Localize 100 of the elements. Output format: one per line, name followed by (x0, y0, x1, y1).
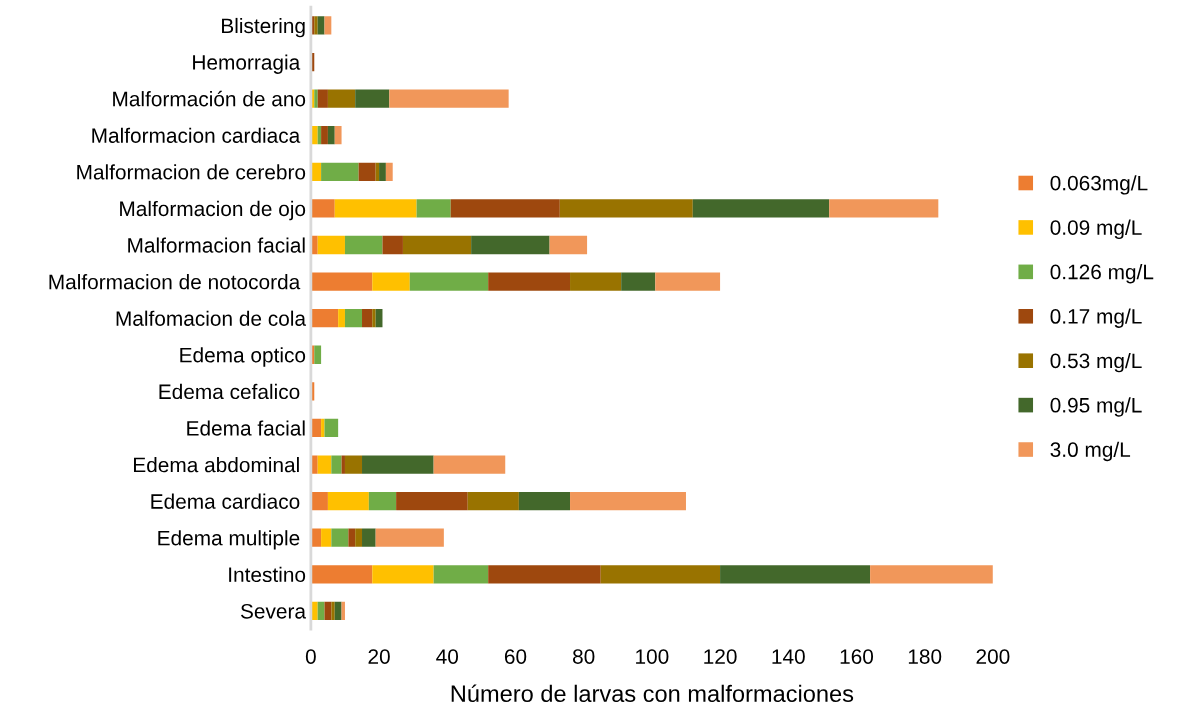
x-tick-label: 140 (772, 649, 805, 664)
y-tick-label: Hemorragia (193, 54, 301, 74)
bar (317, 601, 325, 621)
bar (310, 309, 339, 328)
bar (692, 199, 830, 218)
bar (372, 272, 410, 291)
bar (321, 528, 332, 547)
x-tick-label: 0 (305, 649, 316, 664)
x-tick-label: 180 (908, 649, 942, 664)
bar (310, 491, 328, 511)
bar (870, 565, 993, 584)
bar (372, 309, 376, 328)
bar (310, 455, 318, 474)
y-tick-label: Edema cefalico (159, 383, 300, 400)
bar (621, 272, 656, 291)
bar (358, 162, 376, 181)
x-tick-label: 160 (840, 649, 874, 664)
bar (331, 601, 335, 621)
y-tick-label: Intestino (229, 566, 306, 583)
bar (402, 235, 472, 255)
x-axis-title: Número de larvas con malformaciones (451, 684, 854, 703)
y-tick-label: Malformacion de cerebro (77, 164, 306, 180)
x-tick-label: 60 (504, 649, 527, 664)
bar (549, 235, 588, 255)
legend-label: 0.063mg/L (1050, 175, 1148, 195)
bar (829, 199, 939, 218)
bar (334, 126, 342, 145)
bar (375, 528, 444, 547)
bar (338, 309, 345, 328)
y-tick-label: Blistering (222, 17, 305, 38)
y-tick-label: Malfomacion de cola (116, 310, 307, 326)
x-tick-label: 100 (636, 649, 669, 664)
bar (331, 455, 342, 474)
bar (368, 491, 397, 511)
y-tick-label: Severa (240, 603, 307, 619)
y-tick-label: Malformación de ano (113, 90, 306, 107)
legend-label: 0.126 mg/L (1050, 264, 1154, 284)
bar (488, 272, 571, 291)
bar (433, 565, 489, 584)
bar (314, 89, 318, 108)
bar (344, 455, 363, 474)
bar (559, 199, 693, 218)
bar (317, 89, 328, 108)
legend-label: 0.17 mg/L (1050, 308, 1142, 328)
bar (327, 126, 335, 145)
bar (450, 199, 560, 218)
bar (518, 491, 571, 511)
bar (317, 455, 332, 474)
bar (314, 16, 318, 35)
bar (344, 309, 363, 328)
bar (348, 528, 356, 547)
bar (355, 89, 390, 108)
bar (310, 199, 335, 218)
bar (385, 162, 393, 181)
y-tick-label: Edema optico (180, 347, 306, 367)
x-tick-label: 40 (436, 649, 459, 664)
x-tick-label: 80 (572, 649, 595, 664)
bar (310, 565, 373, 584)
bar (355, 528, 363, 547)
y-tick-label: Malformacion cardiaca (92, 127, 301, 143)
bar (570, 272, 622, 291)
bar (341, 455, 345, 474)
bar (655, 272, 721, 291)
bar (382, 235, 403, 255)
bar (372, 565, 434, 584)
bar (433, 455, 506, 474)
bar (379, 162, 386, 181)
x-tick-label: 200 (976, 649, 1010, 664)
bar (467, 491, 519, 511)
y-tick-label: Edema multiple (158, 530, 300, 550)
bar (321, 418, 325, 438)
bar (362, 455, 434, 474)
y-tick-label: Malformacion facial (128, 237, 305, 253)
legend-label: 0.09 mg/L (1050, 219, 1142, 240)
bar (327, 491, 369, 511)
bar (362, 309, 373, 328)
bar (416, 199, 451, 218)
bar (317, 235, 345, 255)
y-tick-label: Edema abdominal (134, 456, 299, 473)
bar (409, 272, 489, 291)
bar (327, 89, 356, 108)
bar (471, 235, 550, 255)
y-tick-label: Edema facial (187, 420, 305, 436)
bar (310, 272, 373, 291)
bar (324, 418, 339, 438)
x-tick-label: 20 (368, 649, 390, 664)
bar (570, 491, 686, 511)
bar (331, 528, 349, 547)
bar (720, 565, 871, 584)
bar (362, 528, 376, 547)
x-tick-label: 120 (704, 649, 737, 664)
bar (334, 199, 417, 218)
bar (488, 565, 601, 584)
bar (317, 16, 325, 35)
y-tick-label: Edema cardiaco (151, 493, 300, 509)
bar (334, 601, 342, 621)
y-tick-label: Malformacion de ojo (120, 200, 306, 221)
bar (600, 565, 721, 584)
bar (314, 345, 322, 364)
bar (321, 162, 359, 181)
